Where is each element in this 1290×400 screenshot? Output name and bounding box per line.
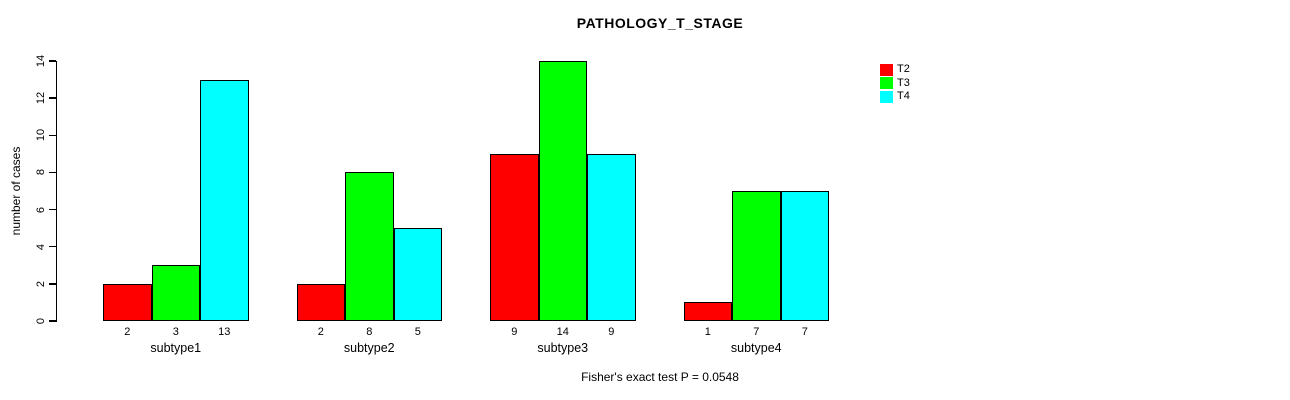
bar-T3-subtype2 — [345, 172, 394, 321]
legend: T2 T3 T4 — [880, 63, 910, 104]
bar-value-label: 7 — [753, 326, 760, 338]
bar-value-label: 5 — [414, 326, 421, 338]
legend-swatch-T2 — [880, 63, 893, 76]
y-axis-tick — [49, 208, 56, 211]
legend-swatch-T3 — [880, 77, 893, 90]
statistics-caption: Fisher's exact test P = 0.0548 — [581, 370, 739, 384]
bar-value-label: 9 — [511, 326, 518, 338]
legend-item-T4: T4 — [880, 90, 910, 104]
y-axis-tick — [49, 245, 56, 248]
legend-label: T2 — [897, 63, 910, 76]
bar-value-label: 8 — [366, 326, 373, 338]
y-axis-tick-label: 6 — [35, 206, 47, 213]
bar-T2-subtype2 — [296, 283, 345, 321]
y-axis-tick-label: 2 — [35, 280, 47, 287]
chart-title: PATHOLOGY_T_STAGE — [576, 15, 744, 31]
y-axis-tick — [49, 134, 56, 137]
bar-T4-subtype4 — [780, 191, 829, 321]
bar-value-label: 1 — [704, 326, 711, 338]
y-axis-line — [55, 61, 57, 322]
legend-item-T3: T3 — [880, 77, 910, 91]
bar-T2-subtype3 — [490, 153, 539, 321]
bar-T3-subtype4 — [732, 191, 781, 321]
y-axis-tick — [49, 171, 56, 174]
category-label-subtype3: subtype3 — [537, 341, 589, 355]
bar-T4-subtype1 — [200, 79, 249, 321]
bar-value-label: 13 — [218, 326, 231, 338]
bar-value-label: 14 — [556, 326, 569, 338]
y-axis-tick-label: 10 — [35, 129, 47, 142]
category-label-subtype4: subtype4 — [730, 341, 782, 355]
legend-label: T3 — [897, 76, 910, 89]
legend-swatch-T4 — [880, 90, 893, 103]
bar-value-label: 9 — [608, 326, 615, 338]
y-axis-tick — [49, 320, 56, 322]
bar-value-label: 2 — [317, 326, 324, 338]
y-axis-tick-label: 14 — [35, 54, 47, 68]
bar-T3-subtype3 — [538, 61, 587, 321]
category-label-subtype1: subtype1 — [150, 341, 202, 355]
bar-T3-subtype1 — [151, 265, 200, 321]
bar-T2-subtype1 — [103, 283, 152, 321]
y-axis-tick-label: 0 — [35, 317, 47, 325]
y-axis-label: number of cases — [9, 146, 23, 236]
category-label-subtype2: subtype2 — [343, 341, 395, 355]
legend-item-T2: T2 — [880, 63, 910, 77]
y-axis-tick — [49, 97, 56, 99]
bar-T2-subtype4 — [683, 302, 732, 321]
y-axis-tick-label: 12 — [35, 92, 47, 105]
y-axis-tick-label: 8 — [35, 169, 47, 176]
y-axis-tick — [49, 283, 56, 285]
bar-T4-subtype2 — [393, 228, 442, 321]
bar-value-label: 3 — [172, 326, 179, 338]
y-axis-tick-label: 4 — [35, 243, 47, 250]
legend-label: T4 — [897, 90, 910, 103]
bar-value-label: 7 — [801, 326, 808, 338]
y-axis-tick — [49, 60, 56, 62]
bar-T4-subtype3 — [587, 153, 636, 321]
bar-value-label: 2 — [124, 326, 131, 338]
